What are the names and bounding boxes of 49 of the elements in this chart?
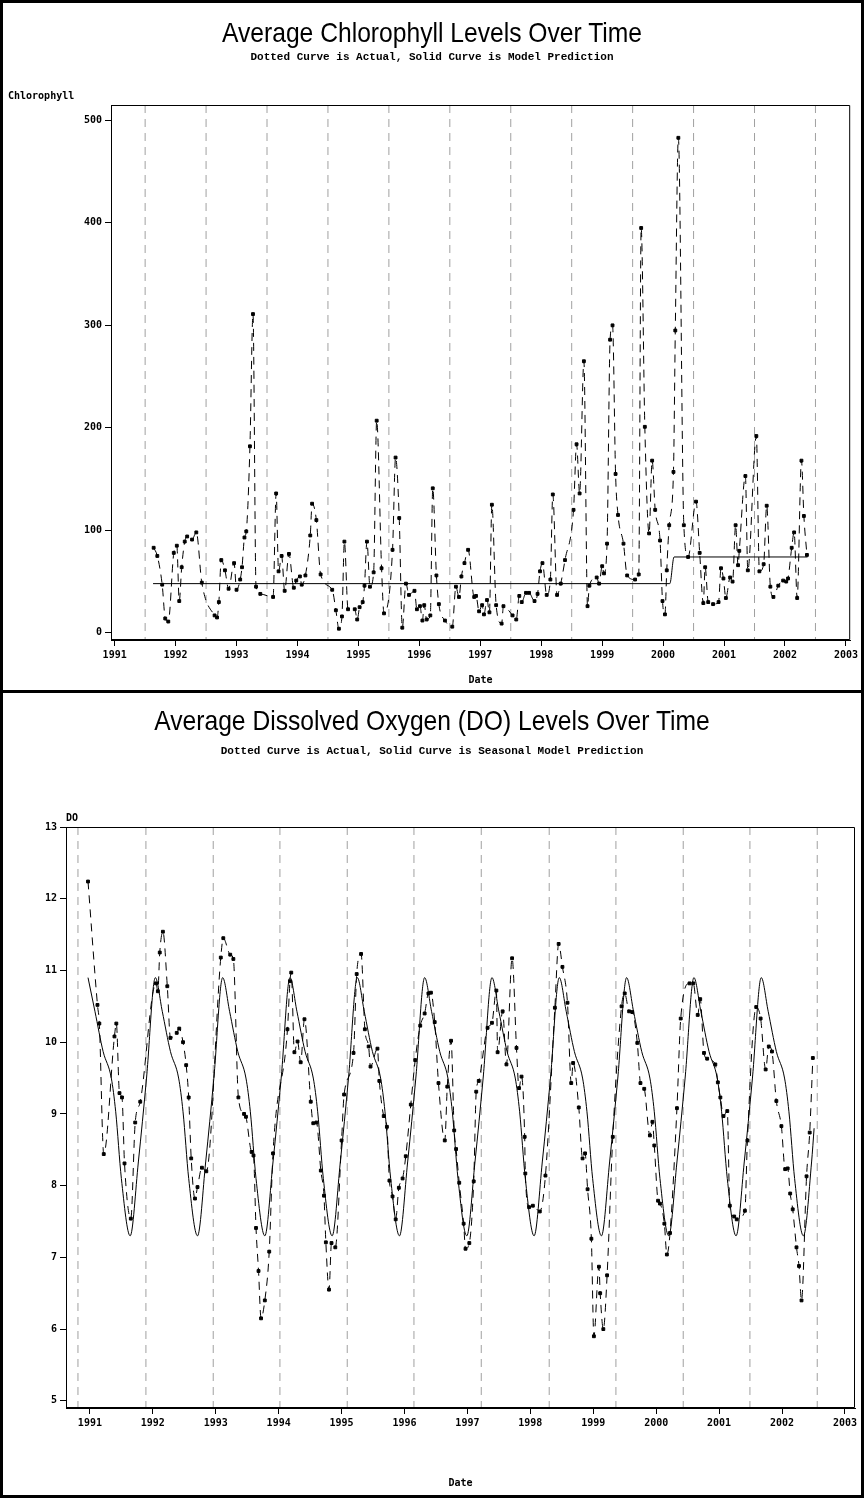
x-tick-label: 1996 <box>392 1416 417 1428</box>
y-tick-label: 8 <box>50 1179 57 1191</box>
y-tick-label: 7 <box>50 1250 57 1262</box>
x-tick-label: 1994 <box>285 648 310 660</box>
y-tick-label: 6 <box>50 1322 57 1334</box>
x-tick-label: 2000 <box>644 1416 669 1428</box>
x-tick-label: 1999 <box>581 1416 606 1428</box>
y-tick-label: 13 <box>44 820 57 832</box>
x-tick-label: 1995 <box>346 648 371 660</box>
y-tick-label: 400 <box>83 216 102 228</box>
x-tick-label: 2000 <box>651 648 676 660</box>
x-tick-label: 2003 <box>832 1416 857 1428</box>
x-tick-label: 2002 <box>769 1416 795 1428</box>
y-tick-label: 5 <box>50 1394 57 1406</box>
x-tick-label: 1996 <box>407 648 432 660</box>
x-tick-label: 1998 <box>518 1416 543 1428</box>
y-tick-label: 100 <box>83 523 102 535</box>
x-tick-label: 2001 <box>707 1416 732 1428</box>
y-axis-title: DO <box>66 811 79 823</box>
chart-title: Average Dissolved Oxygen (DO) Levels Over Time <box>153 705 711 737</box>
x-tick-label: 1999 <box>590 648 615 660</box>
x-tick-label: 1991 <box>77 1416 102 1428</box>
y-tick-label: 9 <box>50 1107 57 1119</box>
x-axis-title: Date <box>448 1476 473 1488</box>
x-tick-label: 1992 <box>140 1416 165 1428</box>
y-tick-label: 12 <box>44 892 57 904</box>
x-tick-label: 2003 <box>833 648 858 660</box>
chart-title: Average Chlorophyll Levels Over Time <box>221 17 643 49</box>
y-tick-label: 200 <box>83 421 102 433</box>
x-tick-label: 1991 <box>102 648 127 660</box>
x-tick-label: 2001 <box>712 648 737 660</box>
x-tick-label: 1993 <box>224 648 249 660</box>
x-tick-label: 1992 <box>163 648 188 660</box>
y-axis-title: Chlorophyll <box>8 89 75 101</box>
y-tick-label: 10 <box>44 1035 57 1047</box>
x-tick-label: 1995 <box>329 1416 354 1428</box>
x-tick-label: 1997 <box>455 1416 480 1428</box>
x-tick-label: 1997 <box>468 648 493 660</box>
x-tick-label: 1994 <box>266 1416 291 1428</box>
x-tick-label: 1993 <box>203 1416 228 1428</box>
x-tick-label: 2002 <box>772 648 798 660</box>
chart-subtitle: Dotted Curve is Actual, Solid Curve is Model Prediction <box>249 51 615 63</box>
x-tick-label: 1998 <box>529 648 554 660</box>
y-tick-label: 500 <box>83 113 102 125</box>
y-tick-label: 300 <box>83 318 102 330</box>
y-tick-label: 0 <box>95 626 102 638</box>
chart-subtitle: Dotted Curve is Actual, Solid Curve is Seasonal Model Prediction <box>219 745 645 757</box>
x-axis-title: Date <box>468 673 493 685</box>
y-tick-label: 11 <box>44 964 57 976</box>
